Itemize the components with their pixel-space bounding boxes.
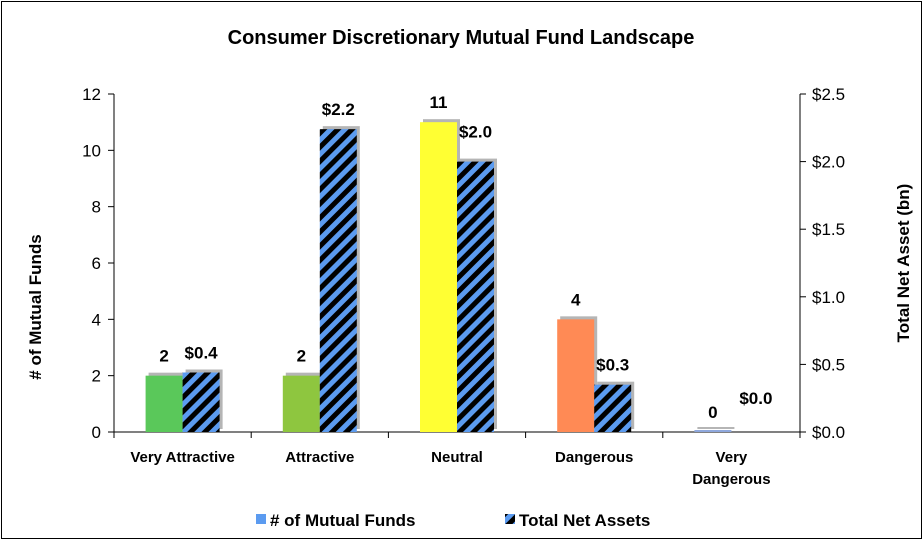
left-axis-tick-label: 6 (92, 254, 101, 273)
x-axis: Very Attractive Attractive Neutral Dangerou… (113, 431, 801, 488)
right-axis-tick-label: $0.0 (812, 423, 845, 442)
category-label: Dangerous (692, 471, 770, 488)
legend: # of Mutual Funds Total Net Assets (256, 511, 650, 530)
data-label-mutual-funds: 2 (159, 347, 168, 366)
legend-swatch-mutual-funds (256, 514, 266, 524)
left-axis-tick-label: 4 (92, 310, 101, 329)
legend-swatch-total-net-assets (505, 514, 515, 524)
bar-total-net-assets (594, 384, 632, 432)
left-axis-tick-label: 12 (82, 85, 101, 104)
category-label: Attractive (285, 449, 354, 466)
bar-mutual-funds (694, 430, 732, 432)
bar-mutual-funds (557, 319, 595, 432)
bar-mutual-funds (420, 122, 457, 433)
category-label: Very Attractive (130, 449, 235, 466)
bar-mutual-funds (282, 375, 320, 432)
legend-label-total-net-assets: Total Net Assets (519, 511, 650, 530)
data-label-mutual-funds: 4 (571, 290, 581, 309)
data-label-total-net-assets: $0.3 (596, 356, 629, 375)
bar-total-net-assets (182, 372, 220, 432)
left-axis-tick-label: 10 (82, 141, 101, 160)
chart-title: Consumer Discretionary Mutual Fund Lands… (228, 27, 695, 49)
right-axis-tick-label: $1.5 (812, 220, 845, 239)
left-y-axis: 0 2 4 6 8 10 12 (82, 85, 115, 442)
data-labels: 2 $0.4 2 $2.2 11 $2.0 4 $0.3 0 $0.0 (159, 93, 772, 422)
bar-total-net-assets (319, 129, 357, 432)
bar-total-net-assets (457, 161, 494, 432)
right-y-axis: $0.0 $0.5 $1.0 $1.5 $2.0 $2.5 (799, 85, 845, 442)
data-label-mutual-funds: 0 (708, 403, 717, 422)
right-axis-tick-label: $1.0 (812, 288, 845, 307)
category-label: Dangerous (555, 449, 633, 466)
left-axis-title: # of Mutual Funds (26, 234, 45, 379)
data-label-mutual-funds: 2 (297, 347, 306, 366)
right-axis-title: Total Net Asset (bn) (894, 184, 913, 343)
legend-label-mutual-funds: # of Mutual Funds (270, 511, 415, 530)
data-label-total-net-assets: $0.4 (185, 344, 219, 363)
category-label: Very (716, 449, 748, 466)
right-axis-tick-label: $2.0 (812, 153, 845, 172)
data-label-total-net-assets: $2.0 (459, 123, 492, 142)
right-axis-tick-label: $0.5 (812, 355, 845, 374)
data-label-total-net-assets: $2.2 (322, 100, 355, 119)
left-axis-tick-label: 2 (92, 367, 101, 386)
bar-shadow (697, 427, 735, 429)
left-axis-tick-label: 8 (92, 198, 101, 217)
bars (145, 119, 735, 433)
data-label-total-net-assets: $0.0 (739, 389, 772, 408)
category-label: Neutral (431, 449, 483, 466)
bar-mutual-funds (145, 375, 183, 432)
data-label-mutual-funds: 11 (430, 93, 448, 112)
left-axis-tick-label: 0 (92, 423, 101, 442)
right-axis-tick-label: $2.5 (812, 85, 845, 104)
